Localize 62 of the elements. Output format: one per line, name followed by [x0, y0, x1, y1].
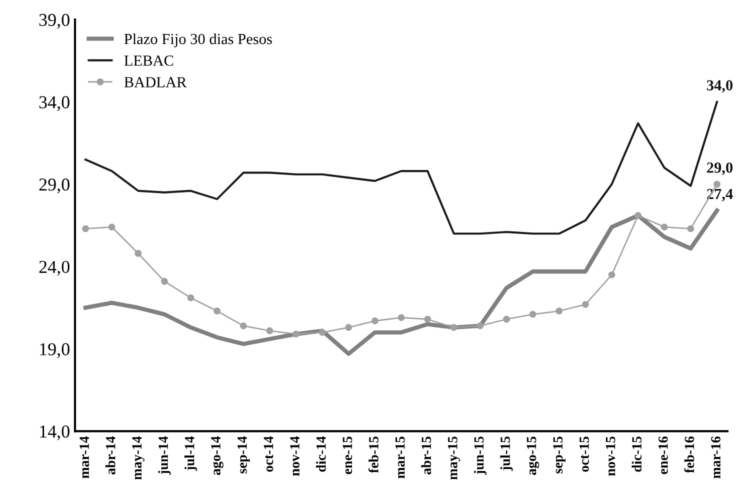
y-tick-label: 24,0: [39, 260, 70, 276]
x-tick-label: ago-15: [526, 436, 540, 475]
x-tick-label: feb-15: [368, 436, 378, 473]
x-tick-label: abr-14: [106, 436, 116, 474]
x-tick-label: jun-15: [474, 436, 486, 475]
x-tick-label: dic-15: [632, 436, 642, 472]
point: [292, 330, 300, 338]
point: [187, 294, 194, 302]
point: [108, 224, 116, 231]
y-tick-label: 19,0: [40, 343, 70, 358]
x-tick-label: jul-15: [500, 436, 513, 471]
point: [318, 328, 326, 336]
point: [503, 316, 510, 323]
x-tick-label: oct-15: [580, 436, 589, 472]
legend-label: Plazo Fijo 30 dias Pesos: [124, 33, 272, 48]
point: [398, 314, 405, 322]
x-tick-label: sep-15: [553, 436, 566, 474]
x-tick-label: ene-16: [658, 436, 668, 474]
point: [134, 250, 142, 257]
y-tick-label: 14,0: [40, 425, 70, 440]
x-tick-label: mar-15: [395, 436, 405, 478]
point: [608, 271, 616, 278]
x-tick-label: jul-14: [184, 436, 198, 471]
point: [556, 308, 563, 314]
point: [371, 317, 378, 324]
point: [529, 310, 536, 318]
line-series: [83, 208, 720, 356]
point: [345, 324, 352, 331]
point: [582, 300, 589, 308]
x-tick-label: feb-16: [684, 436, 694, 473]
point: [450, 324, 458, 331]
point: [714, 180, 720, 188]
data-label: 29,0: [707, 162, 733, 176]
point: [214, 308, 221, 314]
point: [424, 316, 432, 323]
x-tick-label: mar-16: [711, 436, 720, 478]
y-tick-label: 29,0: [39, 178, 70, 194]
point: [266, 327, 274, 334]
point: [476, 322, 484, 330]
x-tick-label: ene-15: [342, 436, 352, 474]
x-tick-label: may-14: [132, 436, 144, 480]
x-tick-label: abr-15: [421, 436, 432, 474]
x-tick-label: ago-14: [211, 436, 224, 475]
point: [660, 224, 668, 231]
point: [687, 225, 694, 232]
point: [82, 225, 89, 232]
y-tick-label: 34,0: [39, 96, 70, 111]
point: [240, 322, 247, 330]
legend-label: LEBAC: [124, 56, 174, 66]
legend-label: BADLAR: [124, 77, 187, 88]
x-tick-label: mar-14: [80, 436, 89, 478]
y-tick-label: 39,0: [39, 14, 70, 29]
point: [634, 212, 642, 219]
data-label: 34,0: [706, 80, 733, 93]
x-tick-label: nov-15: [606, 436, 616, 476]
x-tick-label: nov-14: [290, 436, 300, 476]
x-tick-label: may-15: [448, 436, 460, 480]
x-tick-label: jun-14: [158, 436, 171, 475]
x-tick-label: dic-14: [316, 436, 326, 472]
x-tick-label: sep-14: [238, 436, 250, 474]
point: [160, 278, 168, 285]
x-tick-label: oct-14: [264, 436, 274, 472]
